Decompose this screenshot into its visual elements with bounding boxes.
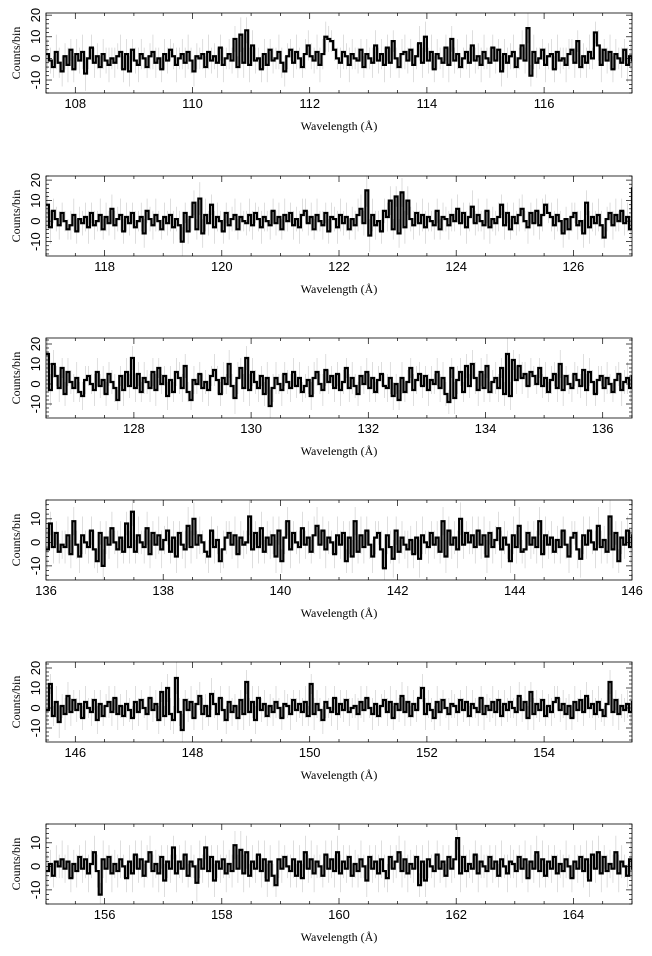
x-tick-label: 132 — [357, 421, 379, 436]
y-tick-label: 20 — [28, 337, 43, 351]
x-tick-label: 160 — [328, 907, 350, 922]
spectrum-panel-3: 128 130 132 134 136 -10 0 10 20 Wavelength (Å) Cou… — [9, 337, 633, 458]
y-tick-label: 0 — [28, 55, 43, 62]
spectrum-step-line — [46, 352, 632, 408]
x-tick-label: 150 — [299, 745, 321, 760]
spectrum-step-line — [46, 676, 632, 732]
x-tick-label: 112 — [299, 96, 320, 111]
x-tick-label: 152 — [416, 745, 438, 760]
x-tick-label: 128 — [123, 421, 145, 436]
y-axis-label: Counts/bin — [9, 676, 23, 729]
spectrum-panel-4: 136 138 140 142 144 146 -10 0 10 Wavelength (Å) Co… — [9, 499, 643, 620]
x-tick-label: 142 — [387, 583, 409, 598]
x-axis-label: Wavelength (Å) — [301, 930, 378, 944]
x-tick-label: 156 — [94, 907, 116, 922]
plot-area — [46, 826, 632, 904]
x-tick-label: 158 — [211, 907, 233, 922]
x-tick-label: 146 — [64, 745, 86, 760]
x-tick-label: 136 — [592, 421, 614, 436]
x-tick-label: 136 — [35, 583, 57, 598]
y-tick-label: 20 — [28, 173, 43, 187]
x-tick-label: 116 — [534, 96, 555, 111]
x-tick-label: 118 — [94, 259, 115, 274]
plot-area — [46, 13, 632, 91]
y-tick-label: 10 — [28, 681, 43, 695]
y-tick-label: 10 — [28, 357, 43, 371]
x-tick-label: 164 — [563, 907, 585, 922]
y-tick-label: 10 — [28, 193, 43, 207]
y-tick-label: 0 — [28, 704, 43, 711]
plot-area — [46, 338, 632, 418]
y-axis-label: Counts/bin — [9, 838, 23, 891]
x-tick-label: 144 — [504, 583, 526, 598]
x-tick-label: 120 — [211, 259, 233, 274]
y-axis-label: Counts/bin — [9, 27, 23, 80]
y-axis-label: Counts/bin — [9, 190, 23, 243]
spectrum-panel-5: 146 148 150 152 154 -10 0 10 20 Wavelength (Å) Cou… — [9, 661, 633, 782]
x-axis-label: Wavelength (Å) — [301, 119, 378, 133]
x-tick-label: 146 — [621, 583, 643, 598]
plot-area — [46, 500, 632, 580]
y-tick-label: -10 — [28, 556, 43, 575]
y-tick-label: -10 — [28, 395, 43, 414]
y-tick-label: 0 — [28, 539, 43, 546]
x-axis-label: Wavelength (Å) — [301, 768, 378, 782]
x-tick-label: 114 — [417, 96, 438, 111]
plot-area — [46, 176, 632, 256]
x-tick-label: 110 — [182, 96, 203, 111]
spectrum-step-line — [46, 510, 632, 570]
y-tick-label: 10 — [28, 30, 43, 44]
x-tick-label: 162 — [445, 907, 467, 922]
x-tick-label: 108 — [64, 96, 86, 111]
y-axis-label: Counts/bin — [9, 352, 23, 405]
y-tick-label: 0 — [28, 218, 43, 225]
x-tick-label: 148 — [182, 745, 204, 760]
x-tick-label: 124 — [445, 259, 467, 274]
spectrum-panel-6: 156 158 160 162 164 -10 0 10 Wavelength (Å) Count… — [9, 823, 633, 944]
x-axis-label: Wavelength (Å) — [301, 282, 378, 296]
y-tick-label: -10 — [28, 880, 43, 899]
spectrum-step-line — [46, 837, 632, 896]
x-tick-label: 130 — [240, 421, 262, 436]
y-tick-label: -10 — [28, 71, 43, 90]
x-axis-label: Wavelength (Å) — [301, 444, 378, 458]
y-tick-label: -10 — [28, 232, 43, 251]
x-tick-label: 134 — [475, 421, 497, 436]
y-tick-label: -10 — [28, 719, 43, 738]
y-axis-label: Counts/bin — [9, 514, 23, 567]
x-tick-label: 122 — [328, 259, 350, 274]
x-axis-label: Wavelength (Å) — [301, 606, 378, 620]
plot-area — [46, 662, 632, 742]
y-tick-label: 0 — [28, 380, 43, 387]
y-tick-label: 20 — [28, 8, 43, 22]
y-tick-label: 10 — [28, 836, 43, 850]
y-tick-label: 10 — [28, 512, 43, 526]
spectrum-step-line — [46, 187, 632, 243]
y-tick-label: 0 — [28, 863, 43, 870]
y-tick-label: 20 — [28, 661, 43, 675]
spectrum-panel-2: 118 120 122 124 126 -10 0 10 20 Wavelength (Å) Cou… — [9, 173, 633, 296]
x-tick-label: 154 — [533, 745, 555, 760]
x-tick-label: 138 — [152, 583, 174, 598]
spectrum-panel-1: 108 110 112 114 116 -10 0 10 20 Wavelength (Å) Cou… — [9, 8, 633, 133]
x-tick-label: 140 — [270, 583, 292, 598]
spectrum-step-line — [46, 27, 632, 77]
x-tick-label: 126 — [563, 259, 585, 274]
